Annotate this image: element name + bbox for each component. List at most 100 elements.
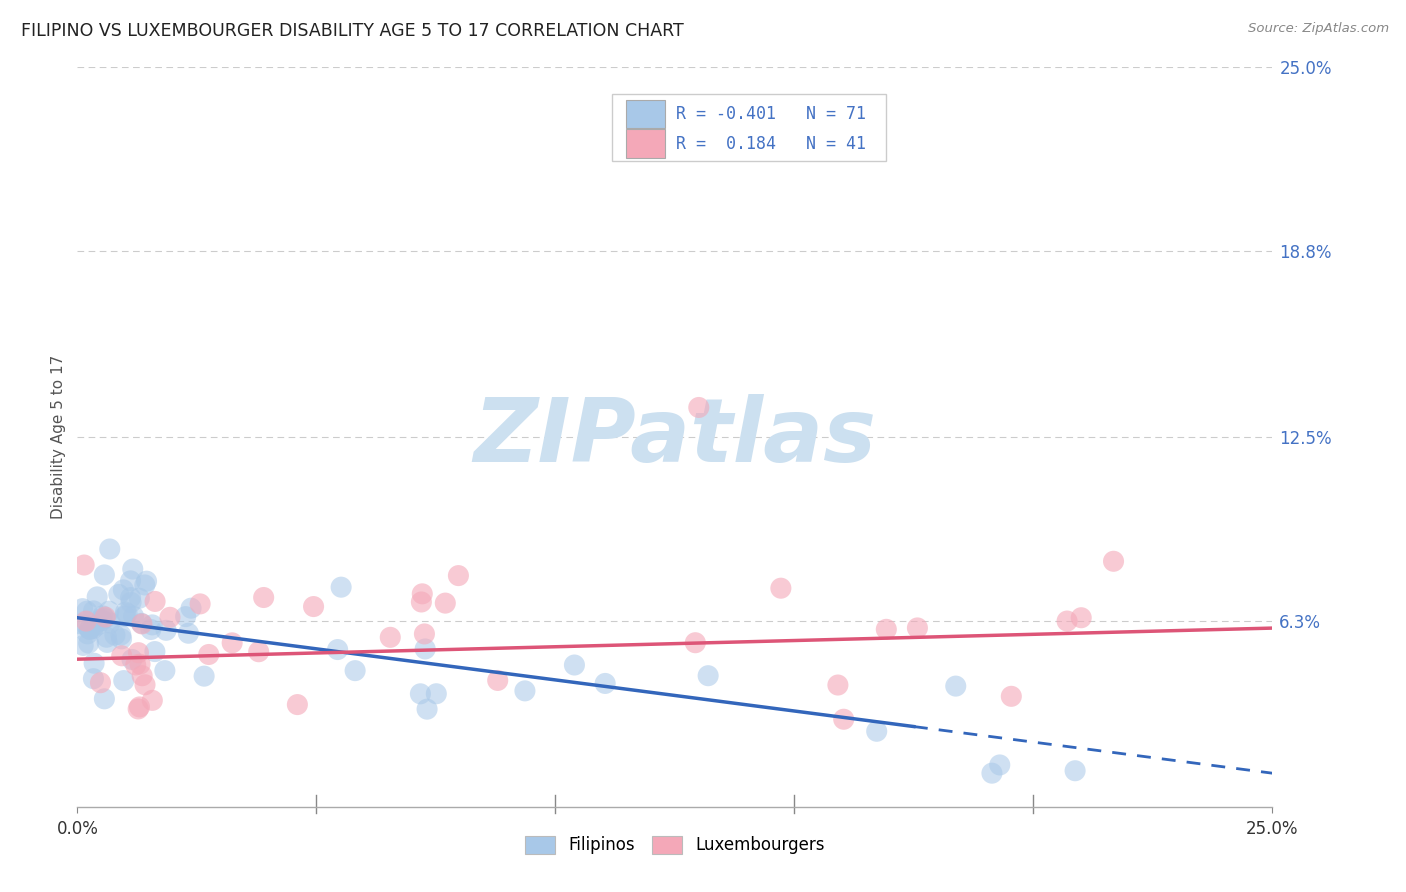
Point xyxy=(115,607,138,621)
Point xyxy=(96,635,118,649)
Point xyxy=(155,624,177,638)
Point xyxy=(86,618,108,632)
Point xyxy=(827,678,849,692)
Point xyxy=(94,611,117,625)
Point xyxy=(72,639,94,653)
Point xyxy=(866,724,889,739)
Point xyxy=(98,541,121,556)
Point xyxy=(135,574,157,589)
Point xyxy=(411,595,433,609)
Point xyxy=(120,574,142,588)
Point xyxy=(344,664,367,678)
Point xyxy=(110,628,132,642)
Point xyxy=(76,604,98,618)
Point xyxy=(131,616,153,631)
Point xyxy=(82,622,104,636)
Point xyxy=(143,594,166,608)
Point xyxy=(326,642,349,657)
Point xyxy=(97,604,120,618)
Y-axis label: Disability Age 5 to 17: Disability Age 5 to 17 xyxy=(51,355,66,519)
Point xyxy=(769,581,792,595)
Point xyxy=(688,401,710,415)
Point xyxy=(96,630,118,644)
Point xyxy=(129,657,152,672)
Point xyxy=(90,614,112,628)
Point xyxy=(107,587,129,601)
Point xyxy=(112,673,135,688)
Point xyxy=(73,558,96,572)
Point xyxy=(1000,690,1022,704)
Point xyxy=(411,587,433,601)
Point xyxy=(121,652,143,666)
Point xyxy=(134,578,156,592)
Point xyxy=(697,669,720,683)
Point xyxy=(76,627,98,641)
Point xyxy=(253,591,276,605)
Point xyxy=(70,616,93,631)
Point xyxy=(131,616,153,631)
Point xyxy=(125,658,148,673)
Point xyxy=(128,591,150,606)
Point xyxy=(134,678,156,692)
Point xyxy=(907,621,929,635)
Point xyxy=(120,595,142,609)
Point xyxy=(143,644,166,658)
Point xyxy=(82,672,104,686)
Point xyxy=(1056,614,1078,628)
Point xyxy=(122,609,145,624)
Point xyxy=(981,766,1004,780)
Point xyxy=(131,669,153,683)
Point xyxy=(287,698,309,712)
Point xyxy=(114,609,136,624)
Point xyxy=(110,632,132,646)
Text: R = -0.401   N = 71: R = -0.401 N = 71 xyxy=(676,105,866,123)
Point xyxy=(380,631,402,645)
Point xyxy=(1064,764,1087,778)
Point xyxy=(593,676,616,690)
Point xyxy=(159,610,181,624)
Point xyxy=(112,582,135,597)
Point xyxy=(75,614,97,628)
Point xyxy=(141,618,163,632)
Point xyxy=(1070,611,1092,625)
Point xyxy=(486,673,509,688)
Point xyxy=(197,648,219,662)
Point xyxy=(425,687,447,701)
Point xyxy=(141,693,163,707)
Point xyxy=(94,610,117,624)
Point xyxy=(416,702,439,716)
Point xyxy=(104,628,127,642)
Point xyxy=(83,657,105,671)
Legend: Filipinos, Luxembourgers: Filipinos, Luxembourgers xyxy=(526,836,824,855)
Point xyxy=(413,642,436,657)
Point xyxy=(685,636,707,650)
Point xyxy=(174,609,197,624)
Point xyxy=(76,619,98,633)
Point xyxy=(330,580,353,594)
Point xyxy=(564,658,586,673)
Point xyxy=(128,700,150,714)
Point xyxy=(93,568,115,582)
Point xyxy=(72,601,94,615)
Point xyxy=(832,712,855,726)
Text: FILIPINO VS LUXEMBOURGER DISABILITY AGE 5 TO 17 CORRELATION CHART: FILIPINO VS LUXEMBOURGER DISABILITY AGE … xyxy=(21,22,683,40)
Point xyxy=(180,601,202,615)
Point xyxy=(111,648,134,663)
Point xyxy=(1102,554,1125,568)
Point xyxy=(120,591,142,605)
Point xyxy=(513,684,536,698)
Point xyxy=(91,608,114,623)
Point xyxy=(93,691,115,706)
Point xyxy=(945,679,967,693)
Point xyxy=(127,702,149,716)
Point xyxy=(77,636,100,650)
Point xyxy=(302,599,325,614)
Point xyxy=(153,664,176,678)
Point xyxy=(86,590,108,604)
Point xyxy=(434,596,457,610)
Text: Source: ZipAtlas.com: Source: ZipAtlas.com xyxy=(1249,22,1389,36)
Point xyxy=(121,562,143,576)
Point xyxy=(79,623,101,637)
Point xyxy=(409,687,432,701)
Point xyxy=(98,615,121,630)
